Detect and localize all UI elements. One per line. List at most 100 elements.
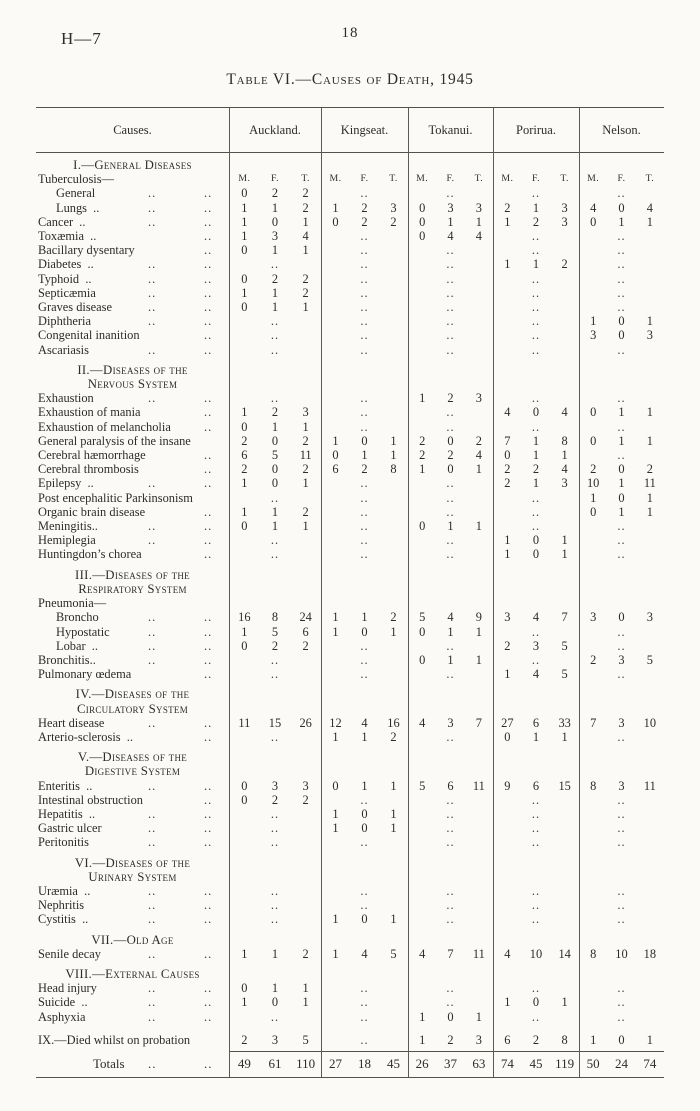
empty-cell-marker: .. xyxy=(531,186,541,201)
hospital-cell-group: .. xyxy=(579,519,664,533)
hospital-cell-group: 4 7 11 xyxy=(408,947,493,961)
hospital-cell-group: 2 0 2 xyxy=(408,434,493,448)
value-cell: 1 xyxy=(561,995,568,1010)
value-cell: 1 xyxy=(271,519,279,534)
empty-cell-marker: .. xyxy=(531,624,541,639)
hospital-cell-group: 1 0 1 xyxy=(321,625,408,639)
hospital-cell-group: .. xyxy=(579,391,664,405)
value-cell: 0 xyxy=(447,462,454,477)
section-heading: IV.—Diseases of the xyxy=(75,687,190,702)
value-cell: 7 xyxy=(475,715,482,730)
cause-label-cell: Epilepsy ...... xyxy=(36,476,229,490)
hospital-cell-group: 4 0 4 xyxy=(579,201,664,215)
empty-cell-marker: .. xyxy=(446,504,455,519)
value-cell: 3 xyxy=(561,476,568,491)
empty-cell-marker: .. xyxy=(617,533,626,548)
value-cell: 1 xyxy=(241,476,248,491)
table-row: Hemiplegia.......... 1 0 1.. xyxy=(36,533,664,547)
empty-cell-marker: .. xyxy=(446,667,455,682)
value-cell: 0 xyxy=(419,519,426,534)
value-cell: 1 xyxy=(241,624,248,639)
table-row: Bronchitis.......... 0 1 1.. 2 3 5 xyxy=(36,653,664,667)
value-cell: 1 xyxy=(271,285,279,300)
cause-label: Cerebral hæmorrhage xyxy=(38,448,146,463)
value-cell: 3 xyxy=(271,778,279,793)
dot-leader: .. xyxy=(204,200,213,215)
hospital-cell-group: 0 1 1 xyxy=(579,215,664,229)
hospital-cell-group: 11 15 26 xyxy=(229,716,321,730)
column-divider xyxy=(408,108,409,1077)
value-cell: 1 xyxy=(646,504,653,519)
cause-label: Senile decay xyxy=(38,946,101,961)
value-cell: 1 xyxy=(475,624,482,639)
value-cell: 3 xyxy=(390,200,397,215)
dot-leader: .. xyxy=(204,271,213,286)
value-cell: 1 xyxy=(332,433,339,448)
dot-leader: .. xyxy=(204,448,213,463)
value-cell: 2 xyxy=(419,433,426,448)
value-cell: 26 xyxy=(299,715,312,730)
value-cell: 0 xyxy=(618,462,625,477)
table-row: Hypostatic.... 1 5 6 1 0 1 0 1 1.... xyxy=(36,625,664,639)
empty-cell-marker: .. xyxy=(270,547,280,562)
hospital-cell-group: 0 4 4 xyxy=(408,229,493,243)
cause-label-cell: Bronchitis...... xyxy=(36,653,229,667)
value-cell: 1 xyxy=(390,806,397,821)
value-cell: 1 xyxy=(504,257,511,272)
value-cell: 16 xyxy=(238,610,251,625)
empty-cell-marker: .. xyxy=(360,792,369,807)
hospital-cell-group: .. xyxy=(229,547,321,561)
hospital-cell-group: 1 5 6 xyxy=(229,625,321,639)
dot-leader: .. xyxy=(148,271,157,286)
hospital-cell-group: .. xyxy=(408,884,493,898)
cause-label: Tuberculosis— xyxy=(38,172,114,187)
empty-cell-marker: .. xyxy=(360,638,369,653)
value-cell: 18 xyxy=(358,1055,371,1071)
table-section: VII.—Old Age Senile decay.... 1 1 2 1 4 5 4 7 11 4 1… xyxy=(36,933,664,961)
hospital-cell-group: .. xyxy=(229,1010,321,1024)
dot-leader: .. xyxy=(204,806,213,821)
hospital-cell-group: .. xyxy=(321,653,408,667)
value-cell: 50 xyxy=(586,1055,600,1071)
value-cell: 0 xyxy=(361,433,368,448)
section-heading: I.—General Diseases xyxy=(73,158,192,172)
cause-label: Head injury xyxy=(38,981,97,996)
value-cell: 2 xyxy=(447,448,454,463)
cause-label: Exhaustion of melancholia xyxy=(38,419,171,434)
cause-label: Pneumonia— xyxy=(38,596,107,611)
value-cell: 2 xyxy=(302,433,309,448)
hospital-cell-group: .. xyxy=(321,286,408,300)
subcolumn-header: T. xyxy=(645,173,655,185)
hospital-cell-group: .. xyxy=(408,343,493,357)
cause-label-cell: Cerebral hæmorrhage.. xyxy=(36,448,229,462)
hospital-cell-group: .. xyxy=(408,898,493,912)
cause-label: Organic brain disease xyxy=(38,504,146,519)
value-cell: 11 xyxy=(299,448,312,463)
cause-label: Huntingdon’s chorea xyxy=(38,547,142,562)
value-cell: 1 xyxy=(271,419,279,434)
cause-label-cell: Meningitis...... xyxy=(36,519,229,533)
empty-cell-marker: .. xyxy=(531,981,541,996)
cause-label: Bronchitis.. xyxy=(38,652,96,667)
hospital-cell-group: 0 1 1 xyxy=(408,653,493,667)
cause-label-cell: Head injury.... xyxy=(36,981,229,995)
dot-leader: .. xyxy=(148,476,157,491)
value-cell: 1 xyxy=(241,946,248,961)
hospital-cell-group: 2 2 4 xyxy=(408,448,493,462)
empty-cell-marker: .. xyxy=(360,257,369,272)
col-header-auckland: Auckland. xyxy=(249,122,301,137)
value-cell: 0 xyxy=(361,912,368,927)
empty-cell-marker: .. xyxy=(531,806,541,821)
hospital-cell-group: .. xyxy=(229,912,321,926)
hospital-cell-group: .. xyxy=(229,835,321,849)
value-cell: 3 xyxy=(447,715,454,730)
value-cell: 0 xyxy=(590,405,597,420)
value-cell: 11 xyxy=(472,778,485,793)
hospital-cell-group: .. xyxy=(321,898,408,912)
dot-leader: .. xyxy=(148,257,157,272)
hospital-cell-group: .. xyxy=(493,884,579,898)
hospital-cell-group: .. xyxy=(321,793,408,807)
hospital-cell-group: 2 2 4 xyxy=(493,462,579,476)
hospital-cell-group: 5 4 9 xyxy=(408,610,493,624)
hospital-cell-group: 1 0 1 xyxy=(408,1010,493,1024)
